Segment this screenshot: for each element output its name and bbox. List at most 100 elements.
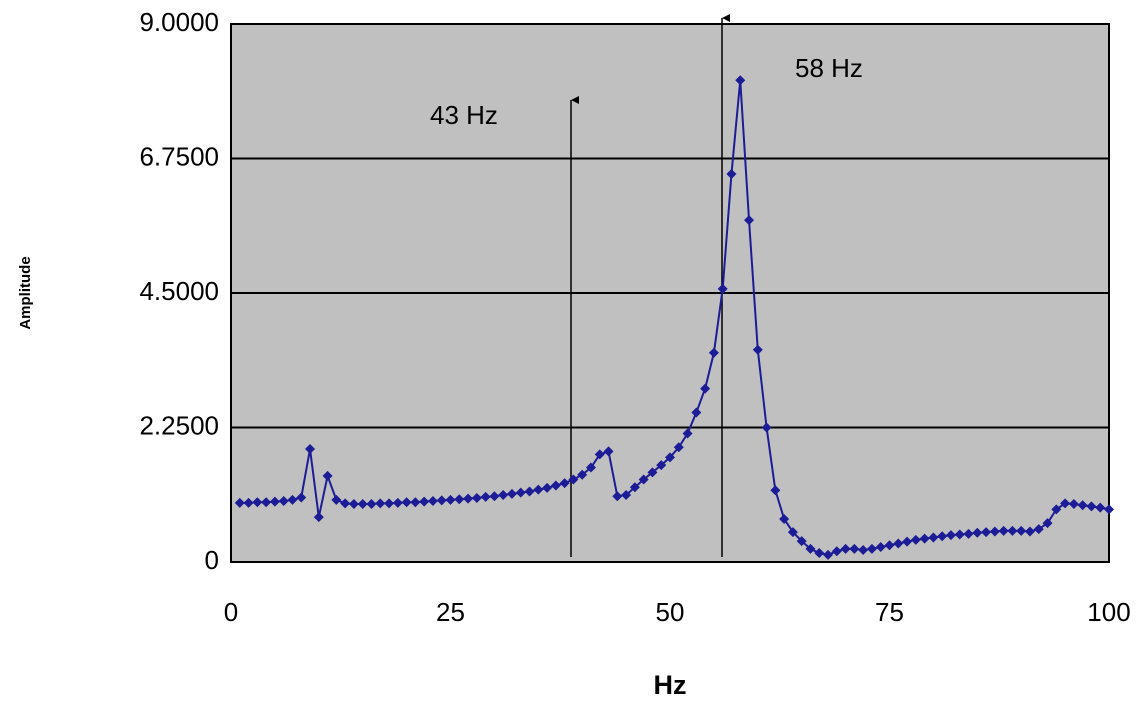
data-point xyxy=(331,494,342,505)
data-point xyxy=(357,499,368,510)
data-point xyxy=(629,482,640,493)
data-point xyxy=(252,497,263,508)
data-point xyxy=(419,496,430,507)
data-point xyxy=(928,532,939,543)
data-point xyxy=(752,344,763,355)
x-axis-label: Hz xyxy=(654,670,687,700)
annotation: 58 Hz xyxy=(795,53,863,83)
y-tick-label: 4.5000 xyxy=(139,276,219,306)
data-point xyxy=(744,215,755,226)
data-point xyxy=(910,534,921,545)
data-point xyxy=(305,444,316,455)
data-point xyxy=(1024,526,1035,537)
data-point xyxy=(866,543,877,554)
data-point xyxy=(638,474,649,485)
data-point xyxy=(989,526,1000,537)
data-point xyxy=(392,497,403,508)
data-point xyxy=(893,538,904,549)
data-point xyxy=(568,474,579,485)
data-point xyxy=(1042,518,1053,529)
data-point xyxy=(981,527,992,538)
data-point xyxy=(761,422,772,433)
data-point xyxy=(1007,525,1018,536)
data-point xyxy=(533,484,544,495)
data-point xyxy=(945,530,956,541)
data-point xyxy=(691,407,702,418)
data-point xyxy=(796,536,807,547)
x-tick-label: 25 xyxy=(436,597,465,627)
data-point xyxy=(585,462,596,473)
data-point xyxy=(410,497,421,508)
data-point xyxy=(542,482,553,493)
data-point xyxy=(998,525,1009,536)
data-point xyxy=(577,469,588,480)
data-point xyxy=(515,487,526,498)
data-point xyxy=(875,542,886,553)
data-point xyxy=(296,492,307,503)
data-point xyxy=(524,486,535,497)
y-tick-label: 2.2500 xyxy=(139,410,219,440)
data-point xyxy=(559,478,570,489)
data-point xyxy=(313,512,324,523)
data-point xyxy=(726,169,737,180)
data-point xyxy=(603,446,614,457)
data-point xyxy=(840,543,851,554)
x-tick-label: 50 xyxy=(656,597,685,627)
data-point xyxy=(445,494,456,505)
y-tick-label: 6.7500 xyxy=(139,141,219,171)
data-point xyxy=(261,497,272,508)
data-point xyxy=(348,499,359,510)
data-point xyxy=(972,527,983,538)
data-point xyxy=(770,485,781,496)
data-point xyxy=(375,498,386,509)
data-point xyxy=(814,548,825,559)
data-point xyxy=(506,488,517,499)
data-point xyxy=(708,347,719,358)
data-point xyxy=(287,494,298,505)
data-point xyxy=(1060,498,1071,509)
data-point xyxy=(427,496,438,507)
data-point xyxy=(436,495,447,506)
data-point xyxy=(823,549,834,560)
data-point xyxy=(1068,499,1079,510)
x-tick-label: 75 xyxy=(875,597,904,627)
data-point xyxy=(831,546,842,557)
data-point xyxy=(849,543,860,554)
data-point xyxy=(805,543,816,554)
data-point xyxy=(463,493,474,504)
data-point xyxy=(1051,504,1062,515)
data-point xyxy=(594,449,605,460)
data-point xyxy=(278,496,289,507)
data-point xyxy=(963,528,974,539)
data-point xyxy=(322,470,333,481)
data-point xyxy=(454,494,465,505)
data-point xyxy=(1033,524,1044,535)
annotation: 43 Hz xyxy=(430,100,498,130)
data-point xyxy=(656,460,667,471)
data-point xyxy=(384,498,395,509)
data-point xyxy=(902,536,913,547)
x-tick-label: 0 xyxy=(224,597,238,627)
data-point xyxy=(612,491,623,502)
data-point xyxy=(269,496,280,507)
data-point xyxy=(340,498,351,509)
data-point xyxy=(243,497,254,508)
data-point xyxy=(700,383,711,394)
data-point xyxy=(480,491,491,502)
y-axis-label: Amplitude xyxy=(17,256,34,329)
data-point xyxy=(621,490,632,501)
data-point xyxy=(1016,525,1027,536)
data-point xyxy=(937,531,948,542)
data-point xyxy=(1086,501,1097,512)
data-point xyxy=(884,540,895,551)
data-point xyxy=(919,533,930,544)
data-point xyxy=(366,499,377,510)
data-point xyxy=(489,491,500,502)
y-tick-label: 9.0000 xyxy=(139,7,219,37)
data-point xyxy=(401,497,412,508)
data-point xyxy=(471,493,482,504)
data-point xyxy=(858,545,869,556)
y-tick-label: 0 xyxy=(205,545,219,575)
data-point xyxy=(735,75,746,86)
data-point xyxy=(779,513,790,524)
